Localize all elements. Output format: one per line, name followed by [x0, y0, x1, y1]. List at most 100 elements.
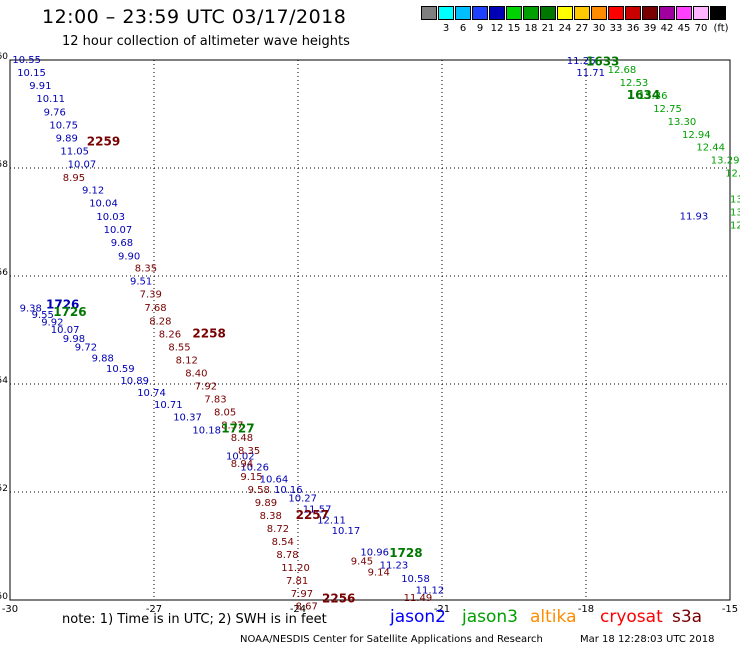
x-tick-label: -24 [290, 604, 306, 615]
legend-bin-label: 21 [541, 23, 555, 34]
pass-time-label: 1728 [389, 546, 422, 560]
legend-bin-label: 36 [626, 23, 640, 34]
swh-value-label: 9.12 [82, 185, 104, 196]
swh-value-label: 10.26 [240, 462, 269, 473]
pass-time-label: 2257 [296, 508, 329, 522]
satellite-legend-cryosat: cryosat [600, 607, 663, 627]
y-tick-label: 58 [0, 160, 8, 170]
legend-swatch [676, 6, 692, 20]
legend-bin-label: 33 [609, 23, 623, 34]
y-tick-label: 54 [0, 376, 8, 386]
swh-value-label: 10.04 [89, 198, 118, 209]
y-axis-ticks: 50 52 54 56 58 60 [0, 52, 8, 602]
swh-value-label: 8.55 [168, 343, 190, 354]
swh-value-label: 9.38 [20, 304, 42, 315]
y-tick-label: 50 [0, 592, 8, 602]
legend-swatch [557, 6, 573, 20]
swh-value-label: 8.94 [231, 459, 253, 470]
swh-value-label: 10.18 [192, 426, 221, 437]
satellite-legend-s3a: s3a [672, 607, 703, 627]
legend-swatch [455, 6, 471, 20]
swh-value-label: 9.58 [248, 485, 270, 496]
swh-value-label: 8.67 [296, 602, 318, 613]
swh-value-label: 10.11 [36, 94, 65, 105]
swh-value-label: 8.26 [159, 330, 181, 341]
y-tick-label: 56 [0, 268, 8, 278]
legend-swatch [574, 6, 590, 20]
swh-value-label: 10.37 [173, 413, 202, 424]
legend-bin-label: 9 [476, 23, 484, 34]
legend-bin-label: 3 [442, 23, 450, 34]
swh-value-label: 7.97 [291, 589, 313, 600]
credit-line: NOAA/NESDIS Center for Satellite Applica… [240, 634, 543, 645]
legend-swatch [523, 6, 539, 20]
x-tick-label: -27 [146, 604, 162, 615]
legend-bin-label: 39 [643, 23, 657, 34]
swh-value-label: 10.59 [106, 364, 135, 375]
map-frame [9, 59, 731, 601]
swh-value-label: 13.28 [730, 208, 740, 219]
legend-bin-label: 27 [575, 23, 589, 34]
swh-value-label: 9.72 [75, 343, 97, 354]
x-tick-label: -30 [2, 604, 18, 615]
swh-value-label: 9.68 [111, 238, 133, 249]
satellite-legend-altika: altika [530, 607, 577, 627]
legend-swatch [489, 6, 505, 20]
legend-swatch [591, 6, 607, 20]
legend-swatch [438, 6, 454, 20]
legend-bin-label: 6 [459, 23, 467, 34]
satellite-legend-jason2: jason2 [390, 607, 446, 627]
pass-time-label: 1634 [627, 88, 660, 102]
pass-time-label: 1726 [46, 297, 79, 311]
swh-value-label: 7.83 [204, 394, 226, 405]
swh-value-label: 11.93 [680, 211, 709, 222]
swh-value-label: 8.37 [221, 420, 243, 431]
x-axis-ticks: -30 -27 -24 -21 -18 -15 [2, 604, 738, 615]
swh-value-label: 12.94 [682, 130, 711, 141]
swh-value-label: 7.81 [286, 576, 308, 587]
swh-value-label: 9.14 [368, 568, 390, 579]
swh-value-label: 9.51 [130, 277, 152, 288]
swh-value-label: 12.53 [620, 78, 649, 89]
legend-swatch [608, 6, 624, 20]
swh-value-label: 9.45 [351, 556, 373, 567]
legend-bin-label: 42 [660, 23, 674, 34]
swh-value-label: 7.39 [140, 290, 162, 301]
pass-time-label: 2256 [322, 592, 355, 606]
swh-value-label: 13.29 [711, 156, 740, 167]
page-title: 12:00 – 23:59 UTC 03/17/2018 [42, 6, 347, 28]
legend-swatch [540, 6, 556, 20]
swh-value-label: 10.02 [226, 452, 255, 463]
swh-value-label: 10.15 [17, 68, 46, 79]
x-tick-label: -15 [722, 604, 738, 615]
legend-swatch [506, 6, 522, 20]
legend-bin-label: 15 [507, 23, 521, 34]
legend-swatch [625, 6, 641, 20]
swh-value-label: 13.30 [668, 117, 697, 128]
legend-bin-label: 24 [558, 23, 572, 34]
swh-value-label: 8.38 [260, 511, 282, 522]
swh-value-label: 11.71 [576, 68, 605, 79]
swh-value-label: 10.64 [260, 474, 289, 485]
swh-value-label: 8.54 [272, 537, 294, 548]
swh-value-label: 10.89 [120, 376, 149, 387]
legend-swatch [710, 6, 726, 20]
pass-time-label: 1633 [586, 54, 619, 68]
swh-value-label: 13.36 [639, 91, 668, 102]
swh-value-label: 9.92 [41, 318, 63, 329]
y-tick-label: 52 [0, 484, 8, 494]
swh-value-label: 10.71 [154, 400, 183, 411]
swh-value-label: 11.57 [303, 505, 332, 516]
x-tick-label: -18 [578, 604, 594, 615]
swh-value-label: 10.74 [137, 388, 166, 399]
swh-value-label: 8.48 [231, 433, 253, 444]
grid-lines [10, 60, 730, 600]
legend-bin-label: 45 [677, 23, 691, 34]
swh-value-label: 11.23 [380, 561, 409, 572]
swh-value-label: 11.05 [60, 147, 89, 158]
swh-value-label: 8.40 [185, 368, 207, 379]
legend-bin-label: 18 [524, 23, 538, 34]
swh-value-label: 9.55 [32, 310, 54, 321]
